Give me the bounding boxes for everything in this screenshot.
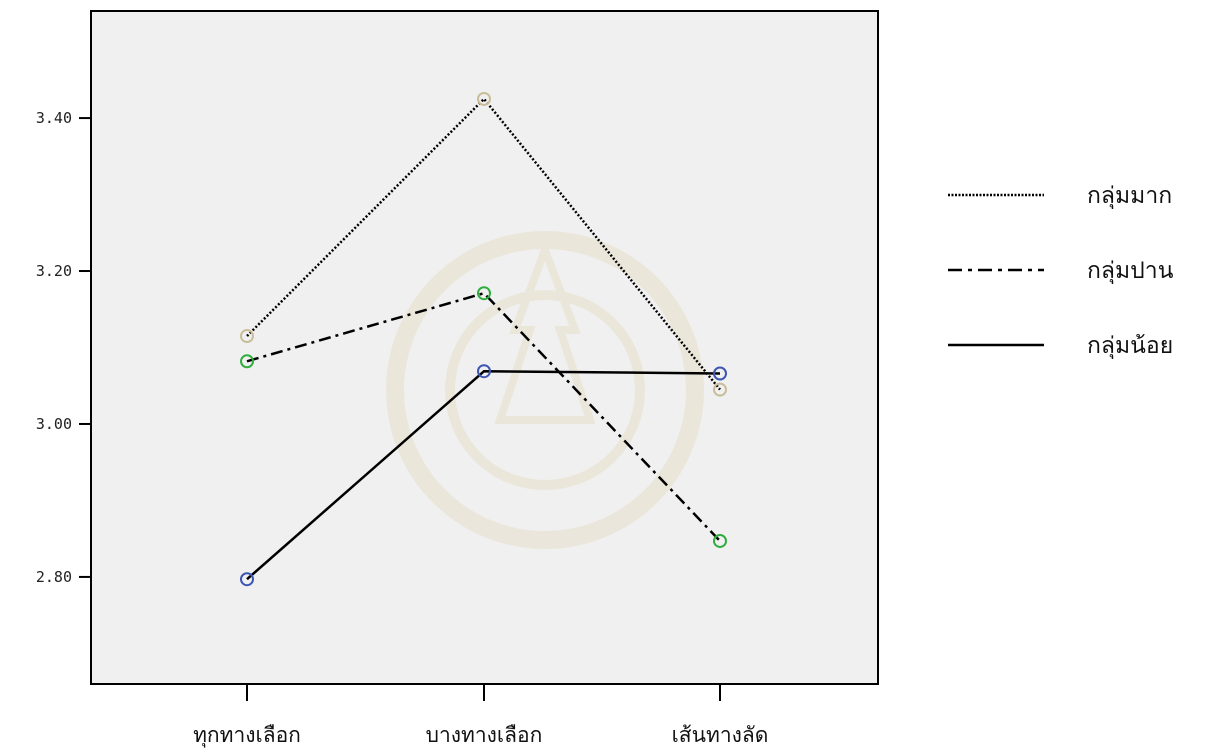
legend-label: กลุ่มปาน [1087,258,1174,284]
watermark-seal [386,231,704,549]
data-point [713,382,727,397]
data-point [477,364,491,379]
data-point [240,354,254,369]
y-tick-label: 3.00 [36,415,72,433]
plot-area [90,10,879,685]
legend-label: กลุ่มน้อย [1087,333,1173,359]
x-axis: ทุกทางเลือก บางทางเลือก เส้นทางลัด [193,684,768,748]
data-point [477,91,491,106]
series-layer [240,91,727,587]
y-axis: 2.80 3.00 3.20 3.40 [36,109,91,586]
data-point [713,533,727,548]
series-line-3 [246,369,721,581]
data-point [240,329,254,344]
y-tick-label: 3.40 [36,109,72,127]
data-point [713,366,727,381]
x-tick-label: บางทางเลือก [426,723,543,747]
y-tick-label: 2.80 [36,568,72,586]
series-line-2 [246,291,721,542]
legend-label: กลุ่มมาก [1087,183,1172,209]
series-line-1 [246,97,721,391]
data-point [477,286,491,301]
y-tick-label: 3.20 [36,262,72,280]
x-tick-label: ทุกทางเลือก [193,723,301,748]
data-point [240,572,254,587]
x-tick-label: เส้นทางลัด [672,723,769,747]
